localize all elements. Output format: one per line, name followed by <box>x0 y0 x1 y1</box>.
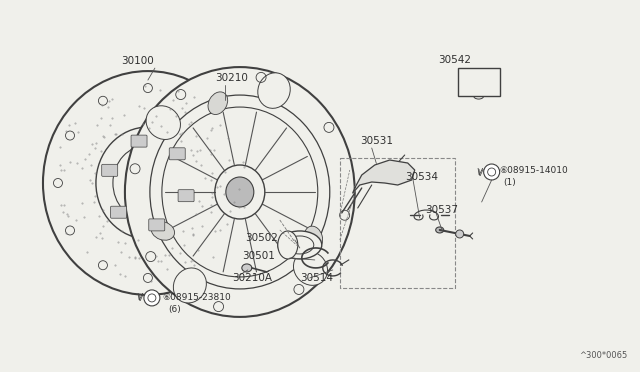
Text: V: V <box>477 169 483 177</box>
Text: 30531: 30531 <box>360 136 393 146</box>
Text: 30100: 30100 <box>122 56 154 66</box>
Polygon shape <box>353 160 415 193</box>
Text: 30537: 30537 <box>425 205 458 215</box>
Text: 30502: 30502 <box>245 233 278 243</box>
Text: 30210A: 30210A <box>232 273 272 283</box>
FancyBboxPatch shape <box>178 190 194 202</box>
Ellipse shape <box>436 227 444 233</box>
Ellipse shape <box>173 268 206 303</box>
Text: V: V <box>476 167 482 176</box>
Circle shape <box>144 290 160 306</box>
Ellipse shape <box>146 106 180 140</box>
Ellipse shape <box>151 221 175 240</box>
FancyBboxPatch shape <box>111 206 127 218</box>
Ellipse shape <box>278 231 298 259</box>
FancyBboxPatch shape <box>169 148 185 160</box>
Ellipse shape <box>304 226 323 250</box>
Ellipse shape <box>474 93 484 99</box>
FancyBboxPatch shape <box>131 135 147 147</box>
FancyBboxPatch shape <box>102 164 118 176</box>
Ellipse shape <box>294 251 328 285</box>
Text: (6): (6) <box>168 305 181 314</box>
Text: ⑥08915-23810: ⑥08915-23810 <box>162 294 230 302</box>
Ellipse shape <box>125 67 355 317</box>
Circle shape <box>136 171 160 195</box>
Bar <box>340 158 454 288</box>
Text: ⑥08915-14010: ⑥08915-14010 <box>500 166 568 174</box>
Text: V: V <box>136 294 142 302</box>
Circle shape <box>456 230 463 238</box>
Text: 30542: 30542 <box>438 55 471 65</box>
FancyBboxPatch shape <box>458 68 500 96</box>
Text: ^300*0065: ^300*0065 <box>580 351 628 360</box>
Ellipse shape <box>258 73 291 108</box>
Ellipse shape <box>208 92 228 115</box>
Circle shape <box>484 164 500 180</box>
Ellipse shape <box>242 264 252 272</box>
Text: V: V <box>137 294 143 304</box>
Text: 30514: 30514 <box>300 273 333 283</box>
Text: 30210: 30210 <box>215 73 248 83</box>
Ellipse shape <box>278 231 322 259</box>
Text: (1): (1) <box>503 177 516 186</box>
FancyBboxPatch shape <box>148 219 164 231</box>
Text: 30501: 30501 <box>242 251 275 261</box>
Text: 30534: 30534 <box>404 172 438 182</box>
Ellipse shape <box>226 177 254 207</box>
